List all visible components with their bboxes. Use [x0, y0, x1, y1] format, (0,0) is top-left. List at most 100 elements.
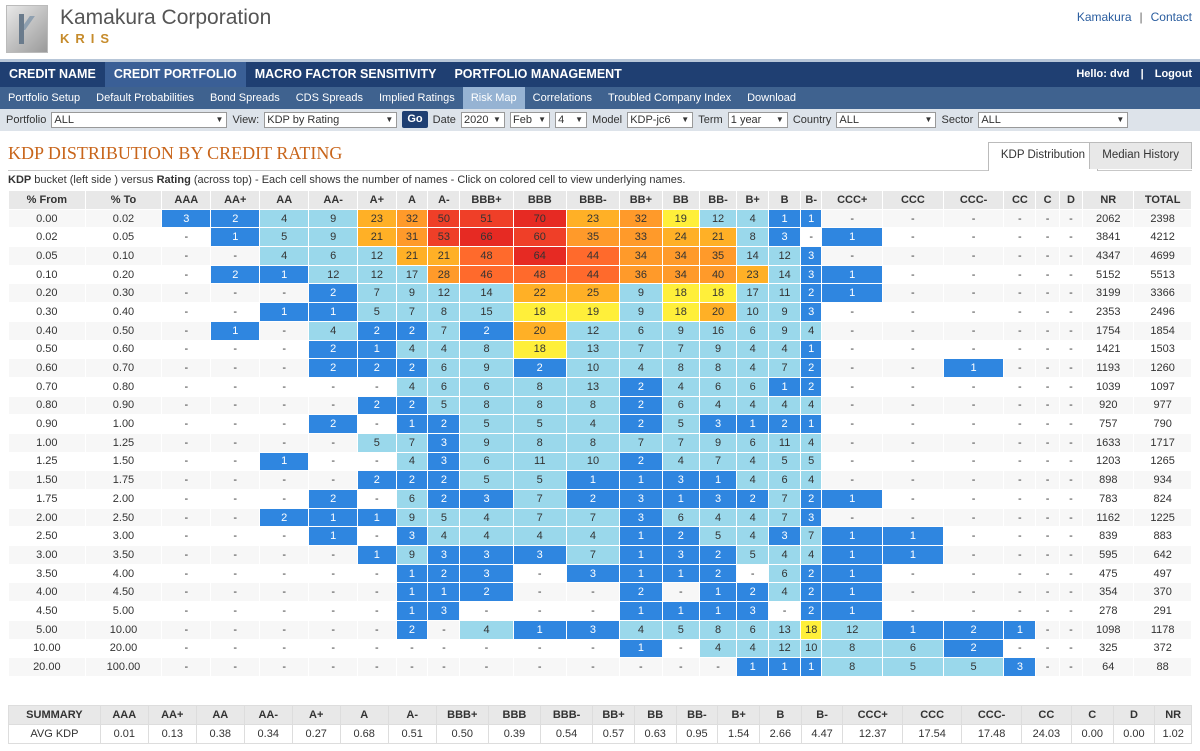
count-cell[interactable]: 4 — [395, 451, 429, 472]
count-cell[interactable]: 1 — [821, 601, 884, 621]
count-cell[interactable]: 8 — [565, 432, 621, 453]
subnav-download[interactable]: Download — [747, 92, 796, 104]
count-cell[interactable]: 32 — [395, 208, 429, 229]
count-cell[interactable]: 5 — [768, 451, 802, 472]
count-cell[interactable]: 7 — [357, 283, 397, 304]
contact-link[interactable]: Contact — [1150, 10, 1192, 24]
count-cell[interactable]: 5 — [427, 395, 461, 416]
count-cell[interactable]: 1 — [821, 227, 884, 248]
count-cell[interactable]: 4 — [736, 526, 770, 547]
count-cell[interactable]: 4 — [800, 320, 823, 341]
count-cell[interactable]: 5 — [357, 302, 397, 322]
count-cell[interactable]: 2 — [357, 358, 397, 378]
count-cell[interactable]: 44 — [565, 246, 621, 266]
count-cell[interactable]: 3 — [768, 526, 802, 547]
count-cell[interactable]: 4 — [736, 638, 770, 659]
count-cell[interactable]: 4 — [768, 545, 802, 565]
count-cell[interactable]: 2 — [308, 339, 359, 360]
count-cell[interactable]: 4 — [395, 339, 429, 360]
count-cell[interactable]: 8 — [512, 376, 567, 397]
count-cell[interactable]: 11 — [512, 451, 567, 472]
count-cell[interactable]: 4 — [736, 358, 770, 378]
count-cell[interactable]: 1 — [661, 563, 700, 584]
count-cell[interactable]: 2 — [800, 358, 823, 378]
month-select[interactable]: Feb ▼ — [510, 111, 551, 128]
count-cell[interactable]: 7 — [768, 358, 802, 378]
count-cell[interactable]: 4 — [736, 395, 770, 416]
count-cell[interactable]: 3 — [427, 545, 461, 565]
count-cell[interactable]: 5 — [736, 545, 770, 565]
count-cell[interactable]: 11 — [768, 432, 802, 453]
count-cell[interactable]: 48 — [459, 246, 514, 266]
count-cell[interactable]: 5 — [259, 227, 310, 248]
count-cell[interactable]: 2 — [619, 376, 663, 397]
count-cell[interactable]: 1 — [512, 619, 567, 640]
count-cell[interactable]: 4 — [736, 208, 770, 229]
count-cell[interactable]: 2 — [619, 451, 663, 472]
count-cell[interactable]: 6 — [661, 395, 700, 416]
count-cell[interactable]: 2 — [308, 414, 359, 434]
count-cell[interactable]: 7 — [619, 339, 663, 360]
count-cell[interactable]: 1 — [882, 526, 944, 547]
count-cell[interactable]: 6 — [882, 638, 944, 659]
count-cell[interactable]: 1 — [736, 657, 770, 677]
count-cell[interactable]: 60 — [512, 227, 567, 248]
count-cell[interactable]: 3 — [565, 563, 621, 584]
count-cell[interactable]: 12 — [768, 638, 802, 659]
count-cell[interactable]: 8 — [661, 358, 700, 378]
count-cell[interactable]: 4 — [800, 395, 823, 416]
count-cell[interactable]: 6 — [768, 563, 802, 584]
count-cell[interactable]: 3 — [161, 208, 212, 229]
subnav-default-probabilities[interactable]: Default Probabilities — [96, 92, 194, 104]
count-cell[interactable]: 2 — [308, 489, 359, 509]
count-cell[interactable]: 5 — [427, 507, 461, 528]
count-cell[interactable]: 2 — [768, 414, 802, 434]
count-cell[interactable]: 4 — [259, 208, 310, 229]
count-cell[interactable]: 3 — [800, 264, 823, 285]
count-cell[interactable]: 6 — [736, 320, 770, 341]
term-select[interactable]: 1 year ▼ — [727, 111, 788, 128]
count-cell[interactable]: 4 — [427, 339, 461, 360]
count-cell[interactable]: 32 — [619, 208, 663, 229]
count-cell[interactable]: 24 — [661, 227, 700, 248]
count-cell[interactable]: 2 — [800, 601, 823, 621]
count-cell[interactable]: 6 — [768, 470, 802, 490]
count-cell[interactable]: 7 — [512, 489, 567, 509]
count-cell[interactable]: 6 — [308, 246, 359, 266]
count-cell[interactable]: 1 — [308, 507, 359, 528]
count-cell[interactable]: 2 — [942, 619, 1005, 640]
count-cell[interactable]: 12 — [427, 283, 461, 304]
count-cell[interactable]: 3 — [395, 526, 429, 547]
count-cell[interactable]: 4 — [395, 376, 429, 397]
count-cell[interactable]: 9 — [308, 227, 359, 248]
day-select[interactable]: 4 ▼ — [555, 111, 588, 128]
count-cell[interactable]: 46 — [459, 264, 514, 285]
count-cell[interactable]: 23 — [736, 264, 770, 285]
tab-kdp-distribution[interactable]: KDP Distribution — [987, 142, 1098, 171]
count-cell[interactable]: 5 — [512, 470, 567, 490]
count-cell[interactable]: 34 — [619, 246, 663, 266]
nav-credit-name[interactable]: CREDIT NAME — [9, 67, 96, 81]
count-cell[interactable]: 3 — [565, 619, 621, 640]
count-cell[interactable]: 1 — [619, 563, 663, 584]
count-cell[interactable]: 4 — [698, 507, 738, 528]
count-cell[interactable]: 7 — [395, 432, 429, 453]
count-cell[interactable]: 2 — [395, 395, 429, 416]
count-cell[interactable]: 6 — [427, 358, 461, 378]
count-cell[interactable]: 6 — [736, 619, 770, 640]
count-cell[interactable]: 2 — [459, 320, 514, 341]
count-cell[interactable]: 2 — [512, 358, 567, 378]
count-cell[interactable]: 2 — [459, 582, 514, 603]
count-cell[interactable]: 8 — [459, 339, 514, 360]
count-cell[interactable]: 21 — [395, 246, 429, 266]
count-cell[interactable]: 36 — [619, 264, 663, 285]
kamakura-logo-icon[interactable] — [6, 5, 48, 53]
count-cell[interactable]: 9 — [308, 208, 359, 229]
count-cell[interactable]: 70 — [512, 208, 567, 229]
count-cell[interactable]: 1 — [821, 489, 884, 509]
count-cell[interactable]: 1 — [619, 526, 663, 547]
count-cell[interactable]: 4 — [661, 451, 700, 472]
count-cell[interactable]: 12 — [821, 619, 884, 640]
count-cell[interactable]: 23 — [357, 208, 397, 229]
count-cell[interactable]: 7 — [427, 320, 461, 341]
